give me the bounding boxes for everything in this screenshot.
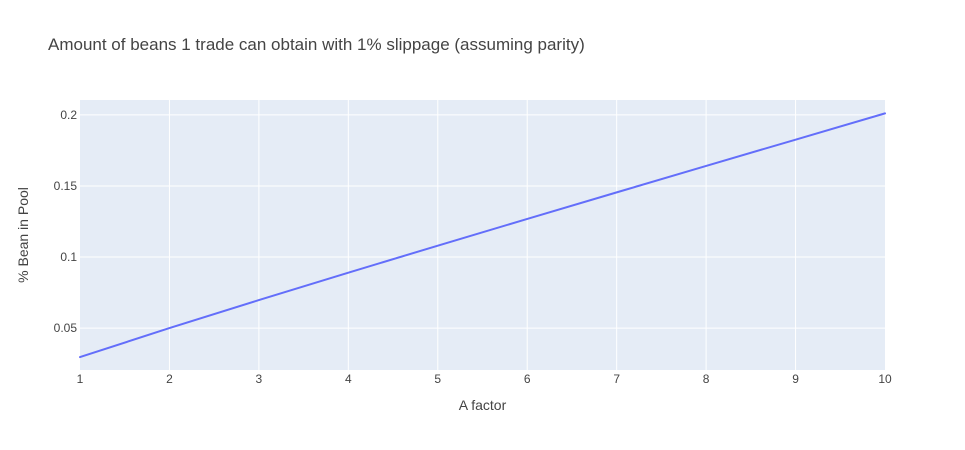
grid-lines xyxy=(80,100,885,370)
series-line xyxy=(79,112,886,359)
y-tick-label: 0.15 xyxy=(54,179,78,193)
y-tick-label: 0.1 xyxy=(60,250,77,264)
x-tick-label: 2 xyxy=(166,372,173,386)
plot-area xyxy=(80,100,885,370)
x-tick-label: 7 xyxy=(613,372,620,386)
x-tick-label: 5 xyxy=(434,372,441,386)
chart-title: Amount of beans 1 trade can obtain with … xyxy=(48,35,585,54)
series-layer xyxy=(79,112,886,359)
x-tick-label: 3 xyxy=(256,372,263,386)
x-tick-label: 6 xyxy=(524,372,531,386)
y-axis-title: % Bean in Pool xyxy=(15,187,31,283)
y-tick-label: 0.05 xyxy=(54,321,78,335)
x-tick-label: 9 xyxy=(792,372,799,386)
x-tick-labels: 1 2 3 4 5 6 7 8 9 10 xyxy=(77,372,892,386)
x-tick-label: 10 xyxy=(878,372,892,386)
x-tick-label: 8 xyxy=(703,372,710,386)
x-tick-label: 1 xyxy=(77,372,84,386)
y-tick-label: 0.2 xyxy=(60,108,77,122)
x-axis-title: A factor xyxy=(459,397,507,413)
y-tick-labels: 0.05 0.1 0.15 0.2 xyxy=(54,108,78,335)
x-tick-label: 4 xyxy=(345,372,352,386)
